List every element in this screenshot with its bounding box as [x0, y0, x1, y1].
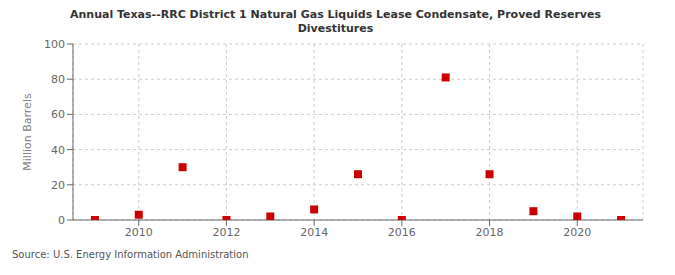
html-text:Divestitures: Divestitures — [297, 22, 374, 35]
svg-text:0: 0 — [58, 214, 65, 227]
svg-text:Million Barrels: Million Barrels — [21, 93, 34, 171]
svg-text:20: 20 — [51, 179, 65, 192]
svg-text:2016: 2016 — [388, 226, 416, 239]
svg-text:2012: 2012 — [212, 226, 240, 239]
svg-text:80: 80 — [51, 73, 65, 86]
html-text:Source: U.S. Energy Informatio: Source: U.S. Energy Information Administ… — [12, 249, 249, 260]
svg-text:100: 100 — [44, 38, 65, 51]
html-text:Annual Texas--RRC District 1 N: Annual Texas--RRC District 1 Natural Gas… — [70, 8, 601, 21]
svg-text:60: 60 — [51, 108, 65, 121]
svg-text:2010: 2010 — [125, 226, 153, 239]
svg-text:2020: 2020 — [563, 226, 591, 239]
svg-text:40: 40 — [51, 144, 65, 157]
svg-text:2014: 2014 — [300, 226, 328, 239]
svg-text:2018: 2018 — [476, 226, 504, 239]
